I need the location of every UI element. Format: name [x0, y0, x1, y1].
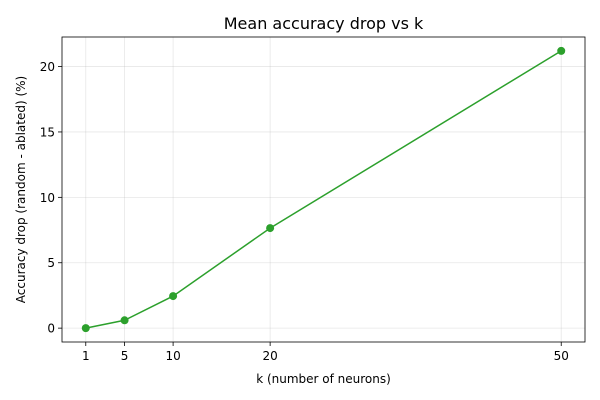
- data-point: [81, 324, 90, 333]
- x-tick-label: 10: [165, 349, 180, 363]
- series: [81, 46, 566, 333]
- x-axis-label: k (number of neurons): [256, 372, 391, 386]
- data-point: [266, 224, 275, 233]
- x-tick-label: 5: [121, 349, 129, 363]
- y-tick-label: 10: [40, 191, 55, 205]
- data-point: [169, 292, 178, 301]
- grid: [62, 37, 585, 342]
- y-axis-label: Accuracy drop (random - ablated) (%): [14, 76, 28, 303]
- plot-frame: [61, 36, 586, 343]
- y-tick-label: 5: [47, 256, 55, 270]
- x-tick-label: 50: [554, 349, 569, 363]
- data-point: [557, 46, 566, 55]
- x-tick-label: 1: [82, 349, 90, 363]
- y-tick-label: 15: [40, 125, 55, 139]
- data-point: [120, 316, 129, 325]
- y-tick-label: 0: [47, 322, 55, 336]
- x-tick-label: 20: [262, 349, 277, 363]
- chart-title: Mean accuracy drop vs k: [224, 14, 424, 33]
- y-tick-label: 20: [40, 60, 55, 74]
